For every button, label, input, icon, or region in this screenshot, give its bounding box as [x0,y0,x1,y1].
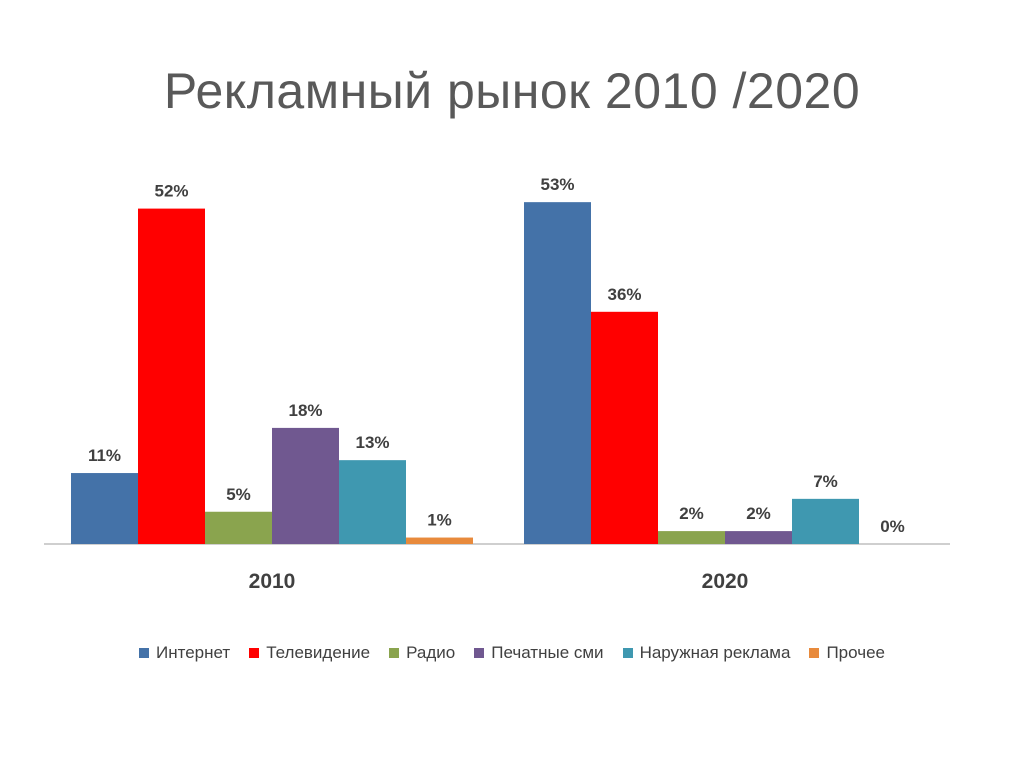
bar-2010-3 [272,427,339,544]
bar-2020-4 [792,498,859,544]
legend-item-5: Прочее [809,643,885,663]
legend-label: Телевидение [266,643,371,662]
bar-2010-4 [339,460,406,544]
legend-swatch [622,648,633,658]
data-label-2010-3: 18% [288,401,322,420]
bar-2020-3 [725,531,792,544]
data-label-2020-1: 36% [607,285,641,304]
legend-swatch [809,648,820,658]
data-label-2010-0: 11% [88,446,121,465]
chart-legend: Интернет Телевидение Радио Печатные сми Нару… [0,643,1024,663]
data-label-2010-2: 5% [226,485,251,504]
legend-swatch [389,648,400,658]
legend-swatch [249,648,260,658]
data-label-2020-4: 7% [813,472,838,491]
bar-2010-2 [205,511,272,544]
category-label-2010: 2010 [249,570,296,593]
bar-2010-5 [406,537,473,544]
bar-2020-2 [658,531,725,544]
data-label-2020-0: 53% [540,175,574,194]
legend-label: Интернет [156,643,231,662]
legend-item-1: Телевидение [249,643,370,663]
legend-swatch [139,648,150,658]
data-label-2010-5: 1% [427,511,452,530]
data-label-2020-2: 2% [679,504,704,523]
category-label-2020: 2020 [702,570,749,593]
data-label-2010-1: 52% [154,182,188,201]
data-label-2020-5: 0% [880,517,905,536]
data-label-2010-4: 13% [355,433,389,452]
legend-item-0: Интернет [139,643,230,663]
bar-2010-0 [71,473,138,544]
bar-2020-1 [591,311,658,544]
data-label-2020-3: 2% [746,504,771,523]
legend-item-2: Радио [389,643,455,663]
legend-label: Печатные сми [491,643,604,662]
bar-2020-0 [524,202,591,544]
legend-swatch [474,648,485,658]
legend-label: Радио [406,643,456,662]
bar-2010-1 [138,208,205,544]
legend-item-3: Печатные сми [474,643,604,663]
legend-label: Прочее [826,643,885,662]
legend-item-4: Наружная реклама [622,643,791,663]
legend-label: Наружная реклама [639,643,791,662]
slide-title: Рекламный рынок 2010 /2020 [163,63,861,119]
